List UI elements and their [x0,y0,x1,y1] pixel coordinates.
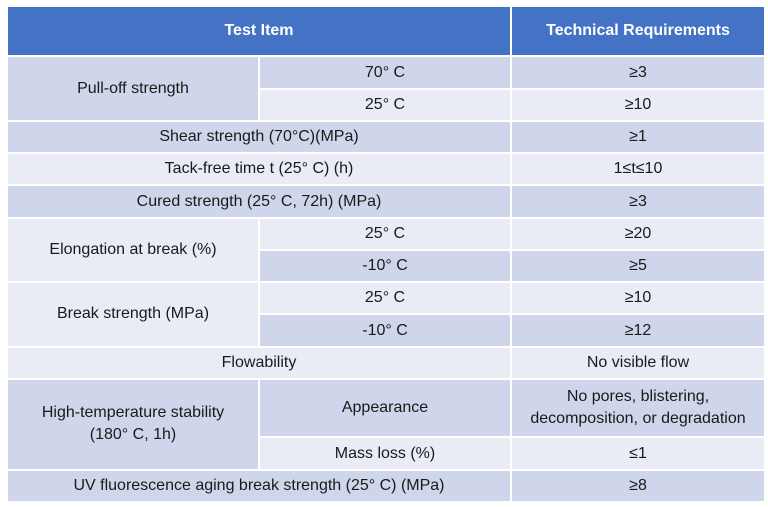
condition-cell: 25° C [258,87,512,122]
table-row: Flowability No visible flow [6,345,766,380]
row-label-pull-off: Pull-off strength [6,55,260,122]
appearance-req-line1: No pores, blistering, [566,388,710,406]
requirements-table: Test Item Technical Requirements Pull-of… [6,4,766,504]
row-label-high-temp: High-temperature stability (180° C, 1h) [6,377,260,471]
condition-cell: -10° C [258,313,512,348]
header-technical-requirements: Technical Requirements [510,4,766,58]
requirement-cell: 1≤t≤10 [510,152,766,187]
table-row: -10° C ≥5 [7,248,766,284]
table-row: Elongation at break (%) 25° C ≥20 [6,216,766,284]
requirement-cell: ≥3 [510,184,766,219]
condition-cell: -10° C [258,248,512,284]
row-label-tack-free: Tack-free time t (25° C) (h) [6,152,512,187]
requirement-cell: ≥1 [510,119,766,155]
requirement-cell: ≥5 [510,248,766,284]
high-temp-label-line1: High-temperature stability [41,404,225,422]
table-row: Mass loss (%) ≤1 [7,436,766,471]
row-label-shear: Shear strength (70°C)(MPa) [6,119,512,155]
table-row: High-temperature stability (180° C, 1h) … [6,377,766,471]
table-row: -10° C ≥12 [7,313,766,348]
condition-cell: 25° C [258,216,512,251]
requirement-cell: ≥10 [510,87,766,122]
row-label-cured: Cured strength (25° C, 72h) (MPa) [6,184,512,219]
table-row: Break strength (MPa) 25° C ≥10 [6,281,766,348]
header-test-item: Test Item [6,4,512,58]
condition-cell: Appearance [258,377,512,439]
condition-cell: 70° C [258,55,512,90]
header-row: Test Item Technical Requirements [6,4,766,58]
condition-cell: Mass loss (%) [258,436,512,471]
row-label-flowability: Flowability [6,345,512,380]
appearance-req-line2: decomposition, or degradation [530,410,746,428]
table-row: Cured strength (25° C, 72h) (MPa) ≥3 [6,184,766,219]
row-label-break: Break strength (MPa) [6,281,260,348]
requirement-cell: No visible flow [510,345,766,380]
row-label-uv: UV fluorescence aging break strength (25… [6,468,512,504]
table-row: Pull-off strength 70° C ≥3 [6,55,766,122]
condition-cell: 25° C [258,281,512,316]
row-label-elongation: Elongation at break (%) [6,216,260,284]
requirement-cell: ≥12 [510,313,766,348]
table-row: Tack-free time t (25° C) (h) 1≤t≤10 [6,152,766,187]
requirement-cell: ≥20 [510,216,766,251]
table-row: 25° C ≥10 [7,87,766,122]
table-row: UV fluorescence aging break strength (25… [6,468,766,504]
high-temp-label-line2: (180° C, 1h) [89,426,177,444]
requirement-cell: ≥3 [510,55,766,90]
table-row: Shear strength (70°C)(MPa) ≥1 [6,119,766,155]
requirement-cell: ≥8 [510,468,766,504]
requirement-cell: ≥10 [510,281,766,316]
requirement-cell: ≤1 [510,436,766,471]
requirement-cell: No pores, blistering, decomposition, or … [510,377,766,439]
